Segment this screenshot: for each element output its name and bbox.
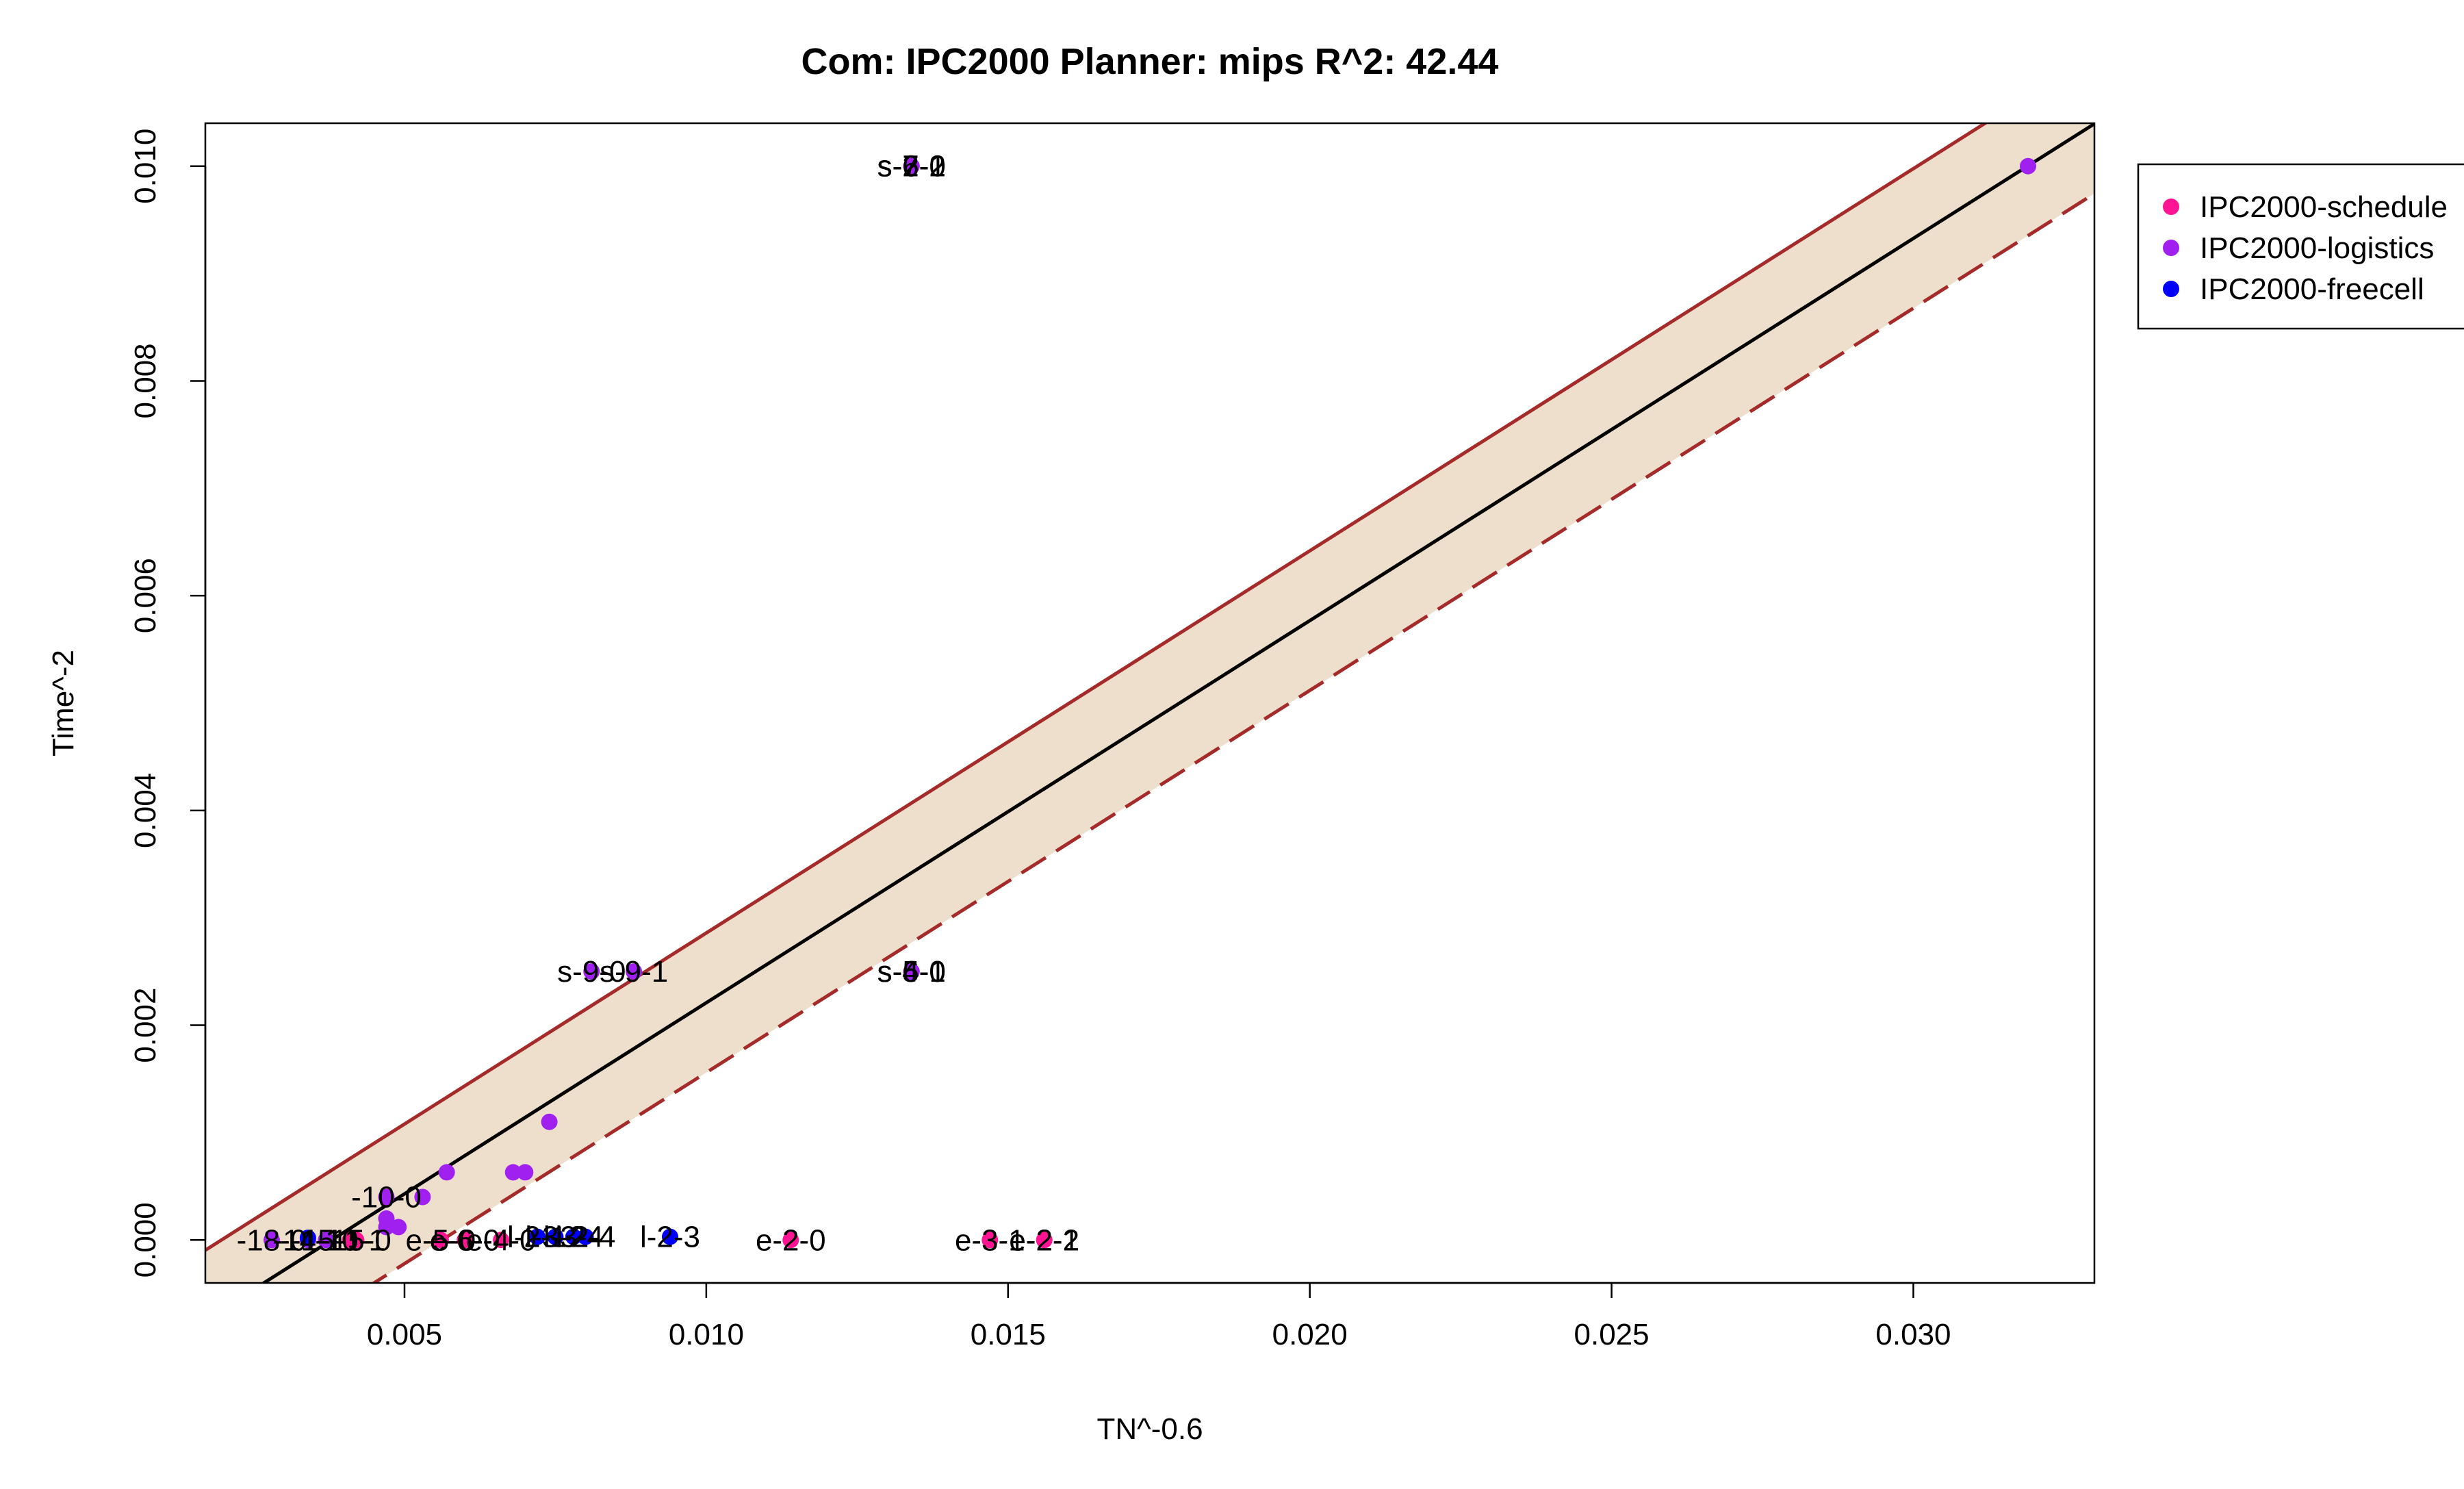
- data-point: [529, 1228, 546, 1245]
- legend-label: IPC2000-schedule: [2200, 190, 2448, 224]
- data-point: [493, 1232, 510, 1249]
- upper-bound-line: [205, 123, 1988, 1253]
- data-point: [583, 963, 600, 980]
- point-label: -10-0: [351, 1181, 422, 1214]
- legend-marker: [2163, 199, 2179, 215]
- data-point: [264, 1232, 280, 1249]
- legend-label: IPC2000-logistics: [2200, 231, 2434, 265]
- x-axis-label: TN^-0.6: [1096, 1412, 1203, 1446]
- data-point: [378, 1219, 395, 1236]
- data-points: [264, 157, 2036, 1249]
- data-point: [547, 1228, 564, 1245]
- data-point: [390, 1219, 407, 1236]
- data-point: [577, 1228, 594, 1245]
- data-point: [626, 963, 643, 980]
- legend-marker: [2163, 281, 2179, 297]
- point-label: e-6-0: [430, 1223, 500, 1257]
- legend-label: IPC2000-freecell: [2200, 272, 2424, 306]
- y-axis-label: Time^-2: [47, 650, 80, 756]
- x-tick-label: 0.010: [669, 1318, 744, 1351]
- data-point: [517, 1164, 534, 1181]
- y-axis: 0.000 0.002 0.004 0.006 0.008 0.010: [129, 129, 207, 1277]
- point-label: -15-1: [291, 1223, 361, 1257]
- data-point: [318, 1232, 335, 1249]
- point-label: e-2-1: [1009, 1223, 1079, 1257]
- chart-title: Com: IPC2000 Planner: mips R^2: 42.44: [801, 41, 1499, 82]
- point-label: -14-1: [273, 1223, 344, 1257]
- point-label: -10-1: [315, 1223, 385, 1257]
- data-point: [414, 1188, 431, 1206]
- data-point: [378, 1188, 395, 1206]
- data-point: [782, 1232, 799, 1249]
- legend-marker: [2163, 240, 2179, 256]
- point-label: l-2-3: [640, 1221, 700, 1254]
- lower-bound-line: [370, 191, 2094, 1283]
- point-label: s-9-0: [557, 955, 626, 989]
- point-label: s-4-1: [877, 955, 946, 989]
- data-point: [1036, 1232, 1053, 1249]
- point-label: s-5-0: [877, 955, 946, 989]
- point-label: s-2-2: [877, 150, 946, 183]
- point-label: e-2-2: [1009, 1223, 1079, 1257]
- y-tick-label: 0.002: [129, 988, 162, 1063]
- point-label: -18-0: [237, 1223, 307, 1257]
- x-tick-label: 0.005: [367, 1318, 442, 1351]
- data-point: [541, 1113, 558, 1130]
- x-tick-label: 0.030: [1875, 1318, 1951, 1351]
- data-point: [565, 1228, 582, 1245]
- data-point: [504, 1164, 522, 1181]
- point-label: e-5-0: [406, 1223, 476, 1257]
- point-label: l-3-2: [525, 1221, 585, 1254]
- band-fill: [205, 123, 2094, 1283]
- legend-box: [2137, 163, 2464, 330]
- y-tick-label: 0.004: [129, 773, 162, 848]
- point-label: l-2-4: [555, 1221, 615, 1254]
- data-point: [438, 1164, 455, 1181]
- data-point: [348, 1232, 365, 1249]
- data-point: [662, 1228, 678, 1245]
- y-tick-label: 0.008: [129, 343, 162, 418]
- confidence-band: [205, 123, 2094, 1283]
- point-label: l-2-1: [507, 1221, 567, 1254]
- data-point: [457, 1232, 474, 1249]
- data-point: [432, 1232, 449, 1249]
- point-label: e-4-0: [466, 1223, 537, 1257]
- point-label: s-6-0: [877, 955, 946, 989]
- point-label: e-2-0: [756, 1223, 826, 1257]
- point-labels: s-2-2s-6-1 s-6-0 e-3-1e-2-2e-2-1 e-2-0 e-5-0…: [237, 150, 1079, 1258]
- data-point: [903, 157, 920, 175]
- data-point: [2020, 157, 2036, 175]
- point-label: s-6-2: [877, 150, 946, 183]
- data-point: [903, 963, 920, 980]
- point-label: l-3-4: [543, 1221, 604, 1254]
- point-label: e-3-1: [955, 1223, 1025, 1257]
- data-point: [981, 1232, 999, 1249]
- point-label: -15-0: [321, 1223, 392, 1257]
- data-point: [299, 1230, 316, 1247]
- point-label: s-9-1: [600, 955, 668, 989]
- x-tick-label: 0.015: [971, 1318, 1046, 1351]
- point-label: s-7-0: [877, 150, 946, 183]
- point-label: s-6-1: [877, 150, 946, 183]
- x-tick-label: 0.025: [1574, 1318, 1650, 1351]
- legend: IPC2000-schedule IPC2000-logistics IPC2000…: [2137, 163, 2464, 330]
- x-axis: 0.005 0.010 0.015 0.020 0.025 0.030: [367, 1282, 1951, 1351]
- y-tick-label: 0.006: [129, 558, 162, 633]
- x-tick-label: 0.020: [1272, 1318, 1348, 1351]
- y-tick-label: 0.010: [129, 129, 162, 204]
- y-tick-label: 0.000: [129, 1202, 162, 1277]
